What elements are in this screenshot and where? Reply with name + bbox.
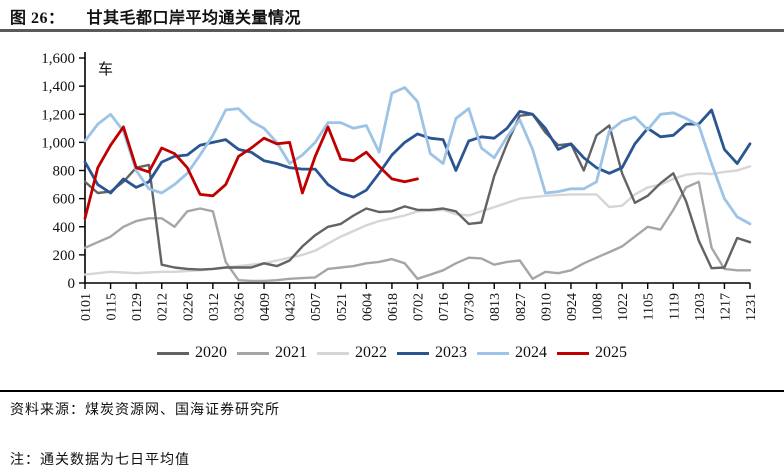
- legend-item-2023: 2023: [397, 344, 467, 362]
- x-axis-label: 0813: [488, 293, 503, 321]
- series-line-2024: [83, 86, 752, 226]
- x-axis-label: 1231: [744, 293, 759, 321]
- legend-swatch-2025: [557, 351, 589, 355]
- x-axis-label: 0827: [514, 293, 529, 321]
- x-axis-label: 0409: [258, 293, 273, 321]
- y-axis-label: 0: [68, 276, 76, 292]
- legend-swatch-2021: [237, 351, 269, 355]
- x-axis-label: 0312: [207, 293, 222, 321]
- x-axis-label: 1105: [642, 293, 657, 320]
- legend-item-2022: 2022: [317, 344, 387, 362]
- x-axis-label: 0226: [181, 293, 196, 321]
- x-axis-label: 1217: [718, 293, 733, 321]
- x-axis-label: 0521: [335, 293, 350, 321]
- x-axis-label: 0129: [130, 293, 145, 321]
- y-axis-label: 1,600: [41, 51, 75, 67]
- x-axis-label: 0423: [284, 293, 299, 321]
- legend-swatch-2022: [317, 351, 349, 355]
- figure-number-label: 图 26：: [10, 10, 65, 27]
- x-axis-label: 1008: [591, 293, 606, 321]
- y-axis-label: 800: [53, 164, 76, 180]
- legend-label-2023: 2023: [435, 344, 467, 361]
- y-axis-label: 400: [53, 220, 76, 236]
- x-axis-label: 0507: [309, 293, 324, 321]
- y-axis-label: 1,000: [41, 135, 75, 151]
- legend-label-2024: 2024: [515, 344, 547, 361]
- legend-label-2025: 2025: [595, 344, 627, 361]
- x-axis-label: 0115: [105, 293, 120, 320]
- legend-label-2021: 2021: [275, 344, 307, 361]
- title-divider: [0, 29, 784, 32]
- legend-label-2020: 2020: [195, 344, 227, 361]
- x-axis-label: 0101: [79, 293, 94, 321]
- source-text: 资料来源：煤炭资源网、国海证券研究所: [10, 403, 280, 418]
- y-axis-unit-label: 车: [98, 61, 113, 78]
- legend-swatch-2023: [397, 351, 429, 355]
- x-axis-label: 0702: [412, 293, 427, 321]
- x-axis-label: 0326: [232, 293, 247, 321]
- legend-item-2021: 2021: [237, 344, 307, 362]
- legend-item-2020: 2020: [157, 344, 227, 362]
- series-line-2022: [83, 165, 752, 276]
- series-line-2025: [83, 125, 419, 220]
- page-title: 甘其毛都口岸平均通关量情况: [86, 10, 302, 27]
- x-axis-label: 1022: [616, 293, 631, 321]
- y-axis-label: 1,200: [41, 107, 75, 123]
- legend-swatch-2020: [157, 351, 189, 355]
- note-text: 注：通关数据为七日平均值: [10, 453, 190, 468]
- x-axis-label: 0910: [539, 293, 554, 321]
- x-axis-label: 0618: [386, 293, 401, 321]
- clearance-volume-line-chart: 0 200 400 600 800 1,000 1,200 1,400 1,600 0101 011…: [41, 51, 759, 321]
- y-axis-label: 200: [53, 248, 76, 264]
- x-axis-label: 0730: [463, 293, 478, 321]
- chart-title-row: 图 26： 甘其毛都口岸平均通关量情况: [10, 4, 301, 28]
- legend-swatch-2024: [477, 351, 509, 355]
- x-axis-label: 0924: [565, 293, 580, 321]
- legend-label-2022: 2022: [355, 344, 387, 361]
- legend-item-2025: 2025: [557, 344, 627, 362]
- x-axis-label: 0716: [437, 293, 452, 321]
- x-axis-label: 1119: [667, 293, 682, 320]
- x-axis-label: 0212: [156, 293, 171, 321]
- series-line-2023: [83, 108, 752, 199]
- x-axis-label: 0604: [360, 293, 375, 321]
- series-line-2021: [83, 180, 752, 283]
- x-axis-label: 1203: [693, 293, 708, 321]
- chart-legend: 2020 2021 2022 2023 2024 2025: [0, 344, 784, 362]
- footer-divider: [0, 390, 784, 392]
- y-axis-label: 1,400: [41, 79, 75, 95]
- series-line-2020: [83, 113, 752, 271]
- y-axis-label: 600: [53, 192, 76, 208]
- legend-item-2024: 2024: [477, 344, 547, 362]
